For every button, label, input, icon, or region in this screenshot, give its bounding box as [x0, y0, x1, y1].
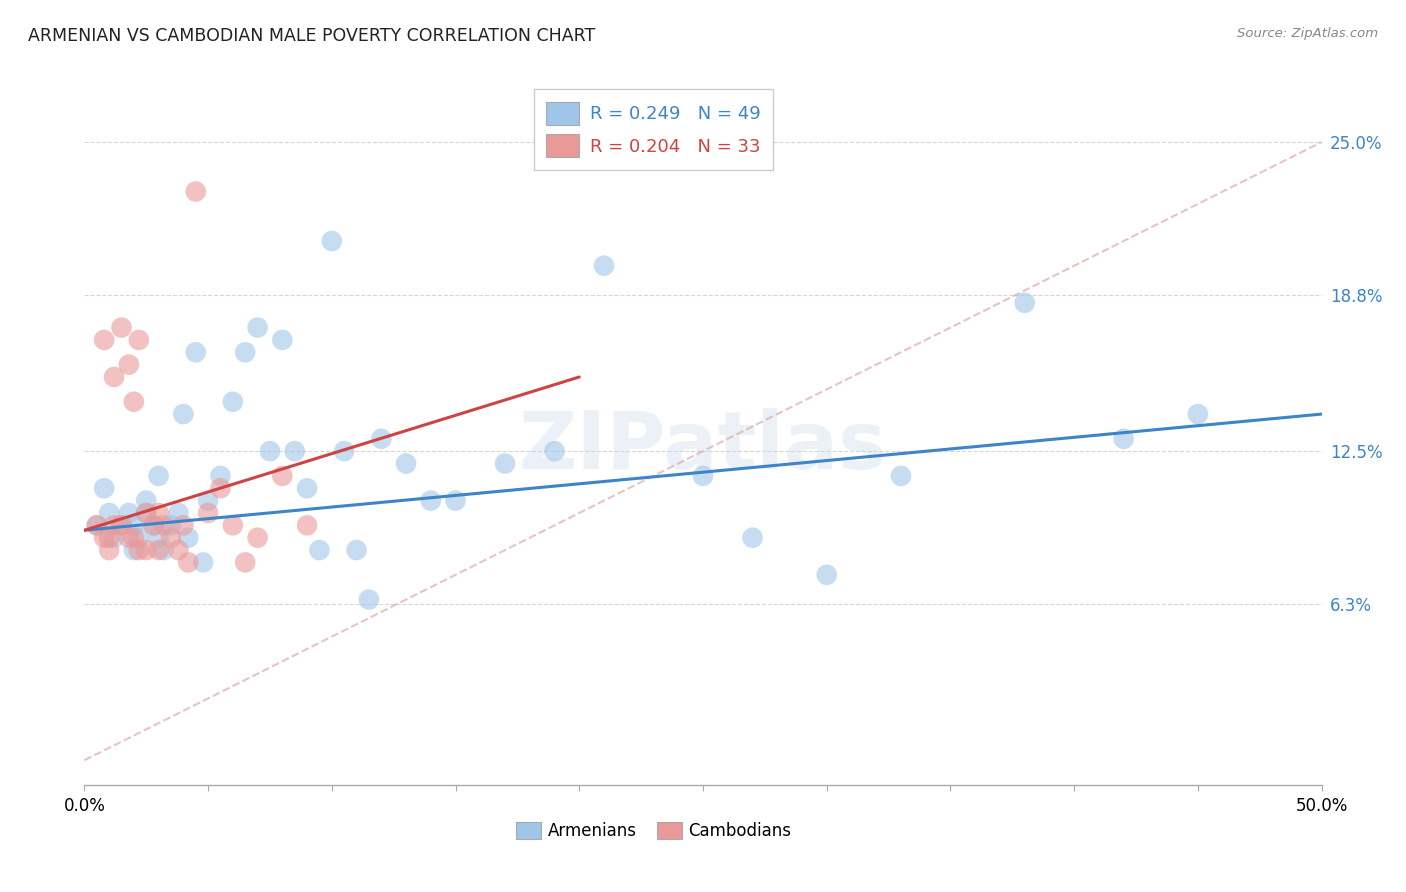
- Point: [1187, 407, 1209, 421]
- Point: [103, 531, 125, 545]
- Point: [135, 506, 157, 520]
- Point: [93, 481, 115, 495]
- Point: [167, 506, 190, 520]
- Point: [177, 531, 200, 545]
- Point: [197, 506, 219, 520]
- Point: [370, 432, 392, 446]
- Point: [271, 333, 294, 347]
- Point: [233, 556, 256, 570]
- Point: [172, 407, 194, 421]
- Point: [148, 469, 170, 483]
- Point: [321, 234, 343, 248]
- Point: [103, 370, 125, 384]
- Point: [118, 358, 141, 372]
- Point: [177, 556, 200, 570]
- Point: [122, 531, 145, 545]
- Point: [98, 543, 121, 558]
- Point: [152, 518, 174, 533]
- Point: [246, 531, 269, 545]
- Point: [118, 506, 141, 520]
- Point: [103, 518, 125, 533]
- Point: [890, 469, 912, 483]
- Point: [222, 518, 245, 533]
- Point: [128, 531, 150, 545]
- Point: [184, 345, 207, 359]
- Text: ARMENIAN VS CAMBODIAN MALE POVERTY CORRELATION CHART: ARMENIAN VS CAMBODIAN MALE POVERTY CORRE…: [28, 27, 595, 45]
- Point: [142, 518, 165, 533]
- Point: [1112, 432, 1135, 446]
- Point: [357, 592, 380, 607]
- Point: [167, 543, 190, 558]
- Point: [308, 543, 330, 558]
- Point: [122, 543, 145, 558]
- Point: [148, 531, 170, 545]
- Point: [222, 394, 245, 409]
- Point: [233, 345, 256, 359]
- Point: [93, 333, 115, 347]
- Point: [259, 444, 281, 458]
- Point: [110, 518, 132, 533]
- Point: [395, 457, 418, 471]
- Point: [295, 481, 318, 495]
- Point: [543, 444, 565, 458]
- Point: [1014, 295, 1036, 310]
- Point: [122, 518, 145, 533]
- Point: [128, 543, 150, 558]
- Point: [815, 567, 838, 582]
- Point: [271, 469, 294, 483]
- Point: [135, 506, 157, 520]
- Point: [110, 518, 132, 533]
- Point: [98, 531, 121, 545]
- Point: [86, 518, 108, 533]
- Point: [419, 493, 441, 508]
- Point: [128, 333, 150, 347]
- Point: [295, 518, 318, 533]
- Point: [98, 506, 121, 520]
- Point: [142, 518, 165, 533]
- Point: [135, 543, 157, 558]
- Point: [184, 185, 207, 199]
- Point: [209, 469, 232, 483]
- Point: [692, 469, 714, 483]
- Legend: Armenians, Cambodians: Armenians, Cambodians: [509, 815, 797, 847]
- Point: [494, 457, 516, 471]
- Point: [246, 320, 269, 334]
- Point: [741, 531, 763, 545]
- Point: [110, 320, 132, 334]
- Point: [148, 506, 170, 520]
- Point: [152, 543, 174, 558]
- Point: [160, 518, 183, 533]
- Point: [93, 531, 115, 545]
- Point: [135, 493, 157, 508]
- Point: [284, 444, 307, 458]
- Point: [191, 556, 214, 570]
- Point: [118, 531, 141, 545]
- Point: [148, 543, 170, 558]
- Point: [86, 518, 108, 533]
- Point: [333, 444, 356, 458]
- Point: [160, 531, 183, 545]
- Point: [172, 518, 194, 533]
- Text: ZIPatlas: ZIPatlas: [519, 408, 887, 486]
- Point: [209, 481, 232, 495]
- Point: [197, 493, 219, 508]
- Point: [122, 394, 145, 409]
- Text: Source: ZipAtlas.com: Source: ZipAtlas.com: [1237, 27, 1378, 40]
- Point: [444, 493, 467, 508]
- Point: [346, 543, 368, 558]
- Point: [593, 259, 616, 273]
